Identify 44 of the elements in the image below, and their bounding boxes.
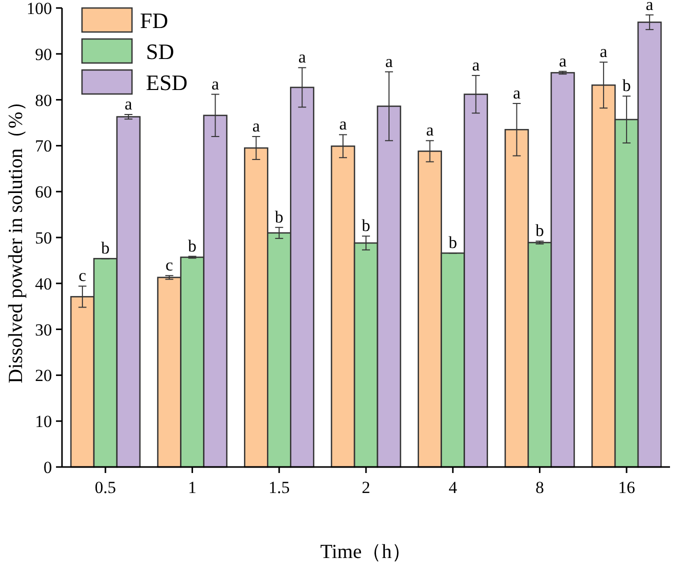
y-tick-label: 10 <box>35 412 52 432</box>
data-label: a <box>212 74 220 94</box>
y-tick-label: 70 <box>35 136 52 156</box>
data-label: a <box>252 116 260 136</box>
x-tick-label: 2 <box>362 478 370 497</box>
y-axis-title: Dissolved powder in solution（%） <box>5 92 27 384</box>
data-label: b <box>622 76 631 96</box>
y-tick-label: 90 <box>35 44 52 64</box>
data-label: a <box>558 51 567 70</box>
y-tick-label: 100 <box>26 0 52 18</box>
x-axis-title: Time（h） <box>320 541 412 563</box>
data-label: b <box>448 233 458 252</box>
x-tick-label: 1.5 <box>268 478 290 497</box>
data-label: a <box>472 55 480 74</box>
data-label: b <box>274 207 284 226</box>
data-label: c <box>166 256 174 275</box>
x-tick-label: 0.5 <box>94 478 116 497</box>
data-label: a <box>600 42 608 62</box>
y-tick-label: 80 <box>35 90 52 110</box>
y-tick-label: 0 <box>44 458 52 477</box>
data-label: a <box>298 48 306 67</box>
data-label: a <box>426 120 434 140</box>
x-tick-label: 1 <box>188 478 197 497</box>
y-tick-label: 60 <box>35 182 52 202</box>
data-label: b <box>362 216 370 236</box>
legend-label: FD <box>140 8 168 33</box>
y-tick-label: 50 <box>35 228 52 248</box>
data-label: c <box>78 266 87 286</box>
data-label: a <box>512 83 521 102</box>
y-tick-label: 20 <box>35 366 52 386</box>
x-tick-label: 16 <box>618 478 636 497</box>
data-label: b <box>188 236 197 256</box>
x-tick-label: 4 <box>448 478 458 497</box>
x-tick-label: 8 <box>535 478 544 497</box>
data-label: b <box>535 221 544 240</box>
legend-label: SD <box>146 39 174 64</box>
legend-label: ESD <box>146 70 188 95</box>
data-label: a <box>124 94 133 114</box>
y-tick-label: 30 <box>35 320 52 340</box>
data-label: a <box>646 0 654 14</box>
data-label: b <box>101 238 110 258</box>
y-tick-label: 40 <box>35 274 52 294</box>
data-label: a <box>339 114 348 134</box>
data-label: a <box>385 52 394 71</box>
